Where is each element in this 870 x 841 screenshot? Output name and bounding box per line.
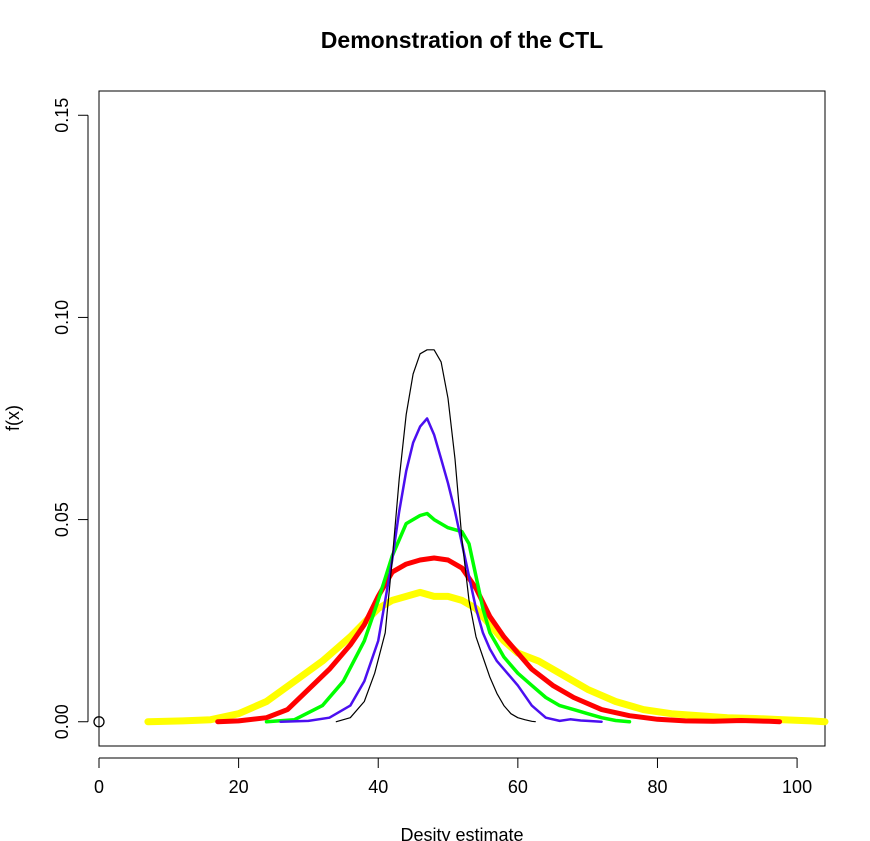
y-axis-label: f(x) (3, 405, 23, 431)
x-axis: 0 20 40 60 80 100 (94, 757, 812, 797)
x-tick-label: 100 (782, 777, 812, 797)
density-series-line (335, 349, 536, 723)
y-axis: 0.00 0.05 0.10 0.15 (52, 98, 89, 739)
density-series-line (279, 417, 603, 723)
x-tick-label: 40 (368, 777, 388, 797)
x-tick-label: 0 (94, 777, 104, 797)
chart-title: Demonstration of the CTL (321, 27, 603, 53)
series-layer (144, 349, 829, 726)
data-point (93, 716, 105, 728)
x-tick-label: 20 (229, 777, 249, 797)
x-tick-label: 80 (647, 777, 667, 797)
x-tick-label: 60 (508, 777, 528, 797)
y-tick-label: 0.00 (52, 704, 72, 739)
plot-frame (98, 90, 826, 747)
y-tick-label: 0.05 (52, 502, 72, 537)
y-tick-label: 0.15 (52, 98, 72, 133)
density-series-line (264, 511, 632, 724)
x-axis-label: Desity estimate (400, 825, 523, 841)
points-layer (93, 716, 105, 728)
y-tick-label: 0.10 (52, 300, 72, 335)
